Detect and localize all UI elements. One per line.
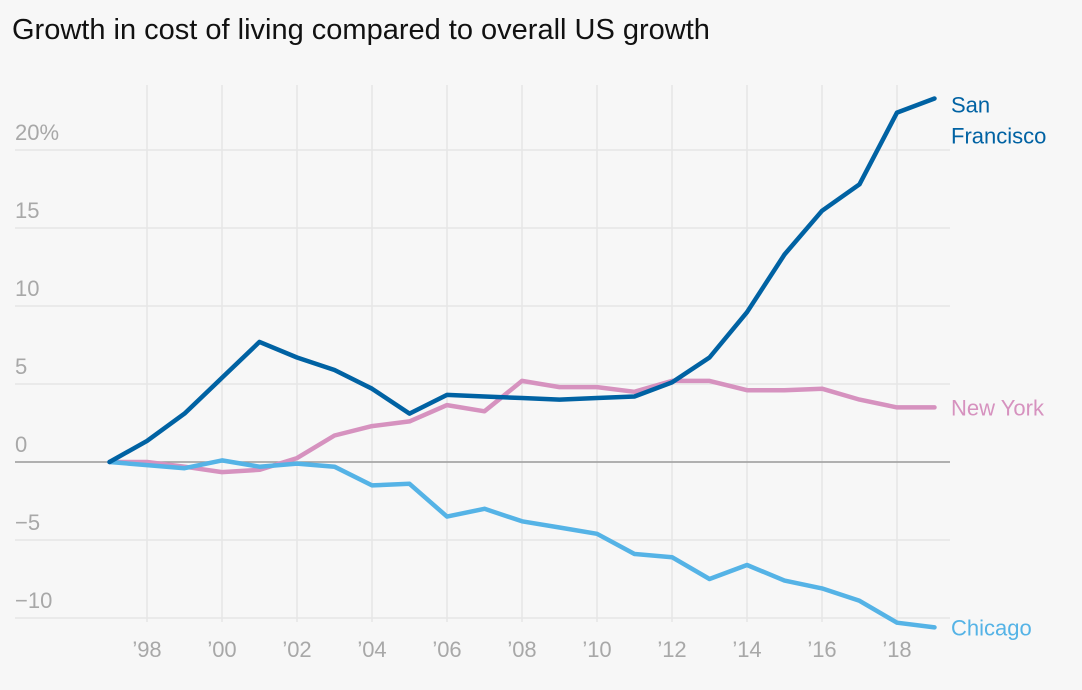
x-tick-label: ’08 xyxy=(507,637,536,662)
y-tick-label: 5 xyxy=(15,354,27,379)
series-line-chicago xyxy=(107,458,937,630)
x-tick-label: ’00 xyxy=(207,637,236,662)
x-tick-label: ’14 xyxy=(732,637,761,662)
y-tick-label: 20% xyxy=(15,120,59,145)
series-label: New York xyxy=(951,395,1045,420)
series-label: Francisco xyxy=(951,124,1046,149)
y-tick-label: −10 xyxy=(15,588,52,613)
y-tick-label: 0 xyxy=(15,432,27,457)
series-label: Chicago xyxy=(951,615,1032,640)
x-tick-label: ’10 xyxy=(582,637,611,662)
series-line-new-york xyxy=(107,378,937,475)
x-tick-label: ’02 xyxy=(282,637,311,662)
x-tick-label: ’18 xyxy=(882,637,911,662)
x-tick-label: ’16 xyxy=(807,637,836,662)
chart-title: Growth in cost of living compared to ove… xyxy=(12,14,710,46)
series-line-san-francisco xyxy=(107,96,937,465)
series-label: San xyxy=(951,93,990,118)
y-tick-label: −5 xyxy=(15,510,40,535)
x-tick-label: ’98 xyxy=(132,637,161,662)
y-tick-label: 15 xyxy=(15,198,39,223)
x-tick-label: ’04 xyxy=(357,637,386,662)
x-tick-label: ’12 xyxy=(657,637,686,662)
x-tick-label: ’06 xyxy=(432,637,461,662)
y-tick-label: 10 xyxy=(15,276,39,301)
